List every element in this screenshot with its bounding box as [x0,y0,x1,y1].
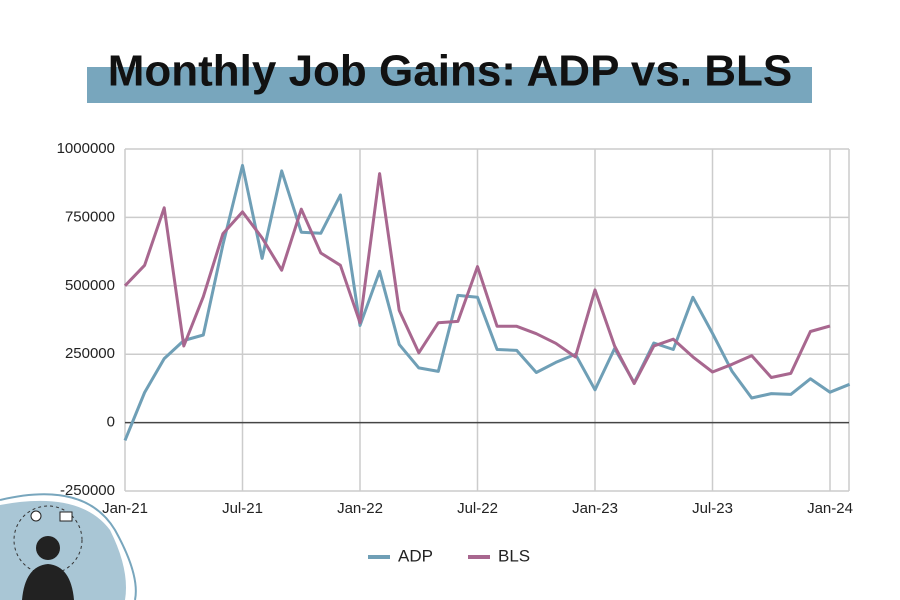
y-tick-label: 250000 [65,345,115,362]
x-tick-label: Jan-21 [102,500,148,517]
y-tick-label: 0 [107,414,115,431]
x-tick-label: Jan-23 [572,500,618,517]
x-tick-label: Jul-22 [457,500,498,517]
chart-title: Monthly Job Gains: ADP vs. BLS [108,47,793,96]
line-series [123,172,831,385]
title-band [87,67,812,103]
y-tick-label: 750000 [65,208,115,225]
x-tick-label: Jan-24 [807,500,853,517]
x-tick-label: Jan-22 [337,500,383,517]
y-tick-label: 1000000 [57,140,115,157]
y-tick-label: 500000 [65,277,115,294]
x-tick-label: Jul-23 [692,500,733,517]
legend-label: BLS [498,546,530,565]
x-tick-label: Jul-21 [222,500,263,517]
line-series [123,163,851,441]
legend-label: ADP [398,546,433,565]
decoration [0,493,137,600]
y-tick-label: -250000 [60,482,115,499]
